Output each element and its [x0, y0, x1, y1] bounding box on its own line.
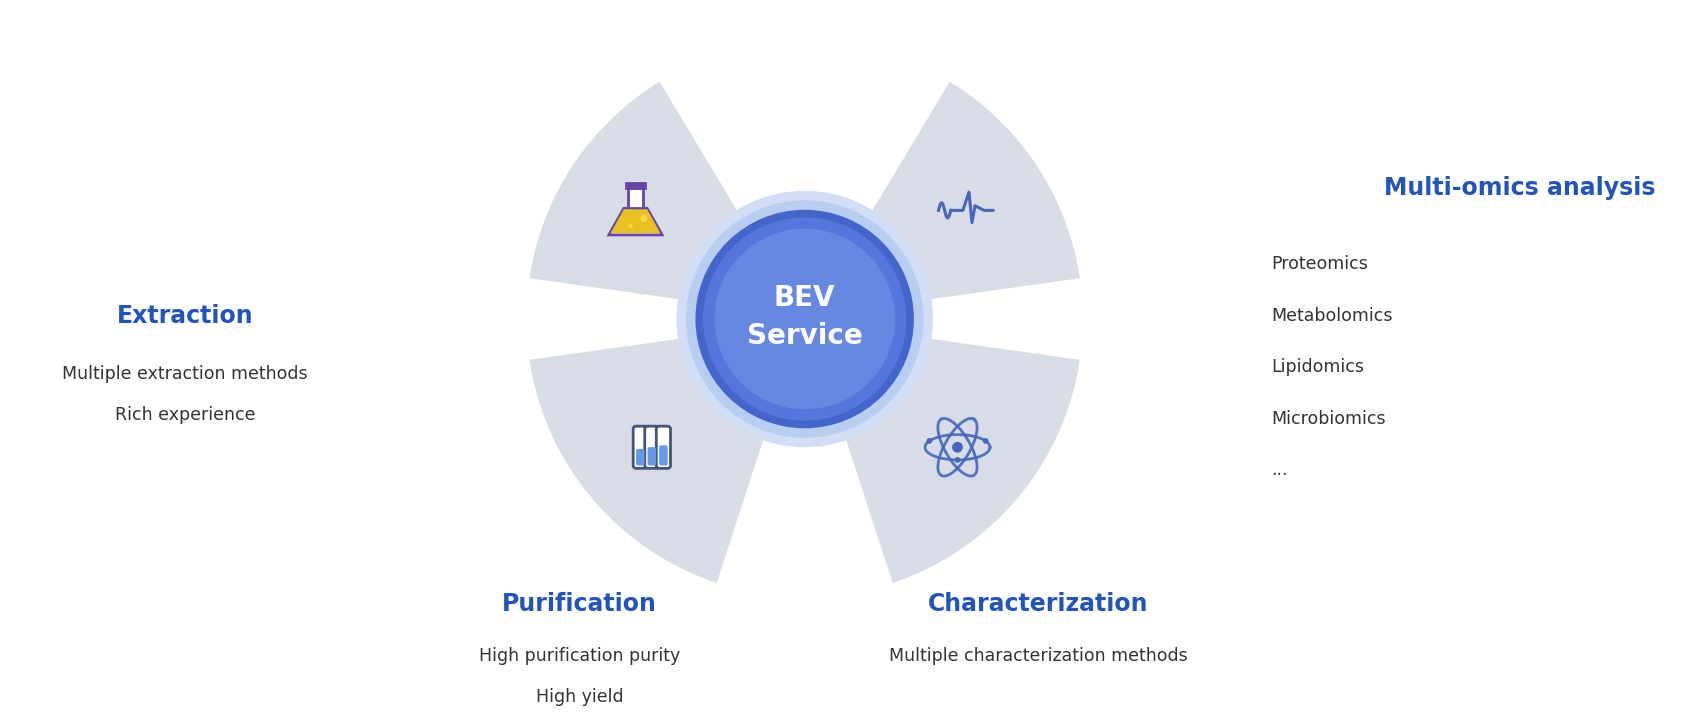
- Circle shape: [955, 457, 960, 463]
- Polygon shape: [527, 335, 767, 586]
- Circle shape: [686, 201, 923, 438]
- Circle shape: [676, 190, 933, 447]
- Polygon shape: [628, 188, 642, 209]
- FancyBboxPatch shape: [645, 426, 659, 468]
- Text: BEV: BEV: [774, 284, 835, 312]
- Text: Rich experience: Rich experience: [115, 406, 256, 424]
- Circle shape: [715, 229, 894, 409]
- Circle shape: [983, 438, 989, 444]
- Polygon shape: [866, 79, 1082, 303]
- FancyBboxPatch shape: [659, 445, 667, 466]
- Text: Characterization: Characterization: [928, 592, 1149, 616]
- Text: High yield: High yield: [535, 689, 623, 707]
- Text: High purification purity: High purification purity: [479, 647, 679, 665]
- FancyBboxPatch shape: [634, 426, 647, 468]
- FancyBboxPatch shape: [635, 449, 644, 466]
- Text: Extraction: Extraction: [117, 303, 254, 327]
- Circle shape: [639, 214, 649, 222]
- Text: Multiple extraction methods: Multiple extraction methods: [63, 365, 308, 383]
- Text: Lipidomics: Lipidomics: [1272, 358, 1364, 376]
- Text: Multi-omics analysis: Multi-omics analysis: [1384, 177, 1655, 201]
- Text: Service: Service: [747, 322, 862, 350]
- Circle shape: [696, 210, 915, 429]
- Text: Purification: Purification: [501, 592, 657, 616]
- Text: Proteomics: Proteomics: [1272, 255, 1369, 273]
- Circle shape: [627, 223, 634, 229]
- Polygon shape: [625, 183, 645, 188]
- Circle shape: [927, 438, 932, 444]
- Text: Microbiomics: Microbiomics: [1272, 410, 1386, 428]
- Circle shape: [952, 442, 962, 452]
- Polygon shape: [610, 209, 661, 233]
- FancyBboxPatch shape: [647, 447, 656, 466]
- Text: Metabolomics: Metabolomics: [1272, 306, 1392, 324]
- Circle shape: [703, 217, 906, 421]
- FancyBboxPatch shape: [656, 426, 671, 468]
- Polygon shape: [527, 79, 744, 303]
- Polygon shape: [608, 209, 662, 235]
- Text: Multiple characterization methods: Multiple characterization methods: [889, 647, 1187, 665]
- Text: ...: ...: [1272, 461, 1287, 479]
- Polygon shape: [842, 335, 1082, 586]
